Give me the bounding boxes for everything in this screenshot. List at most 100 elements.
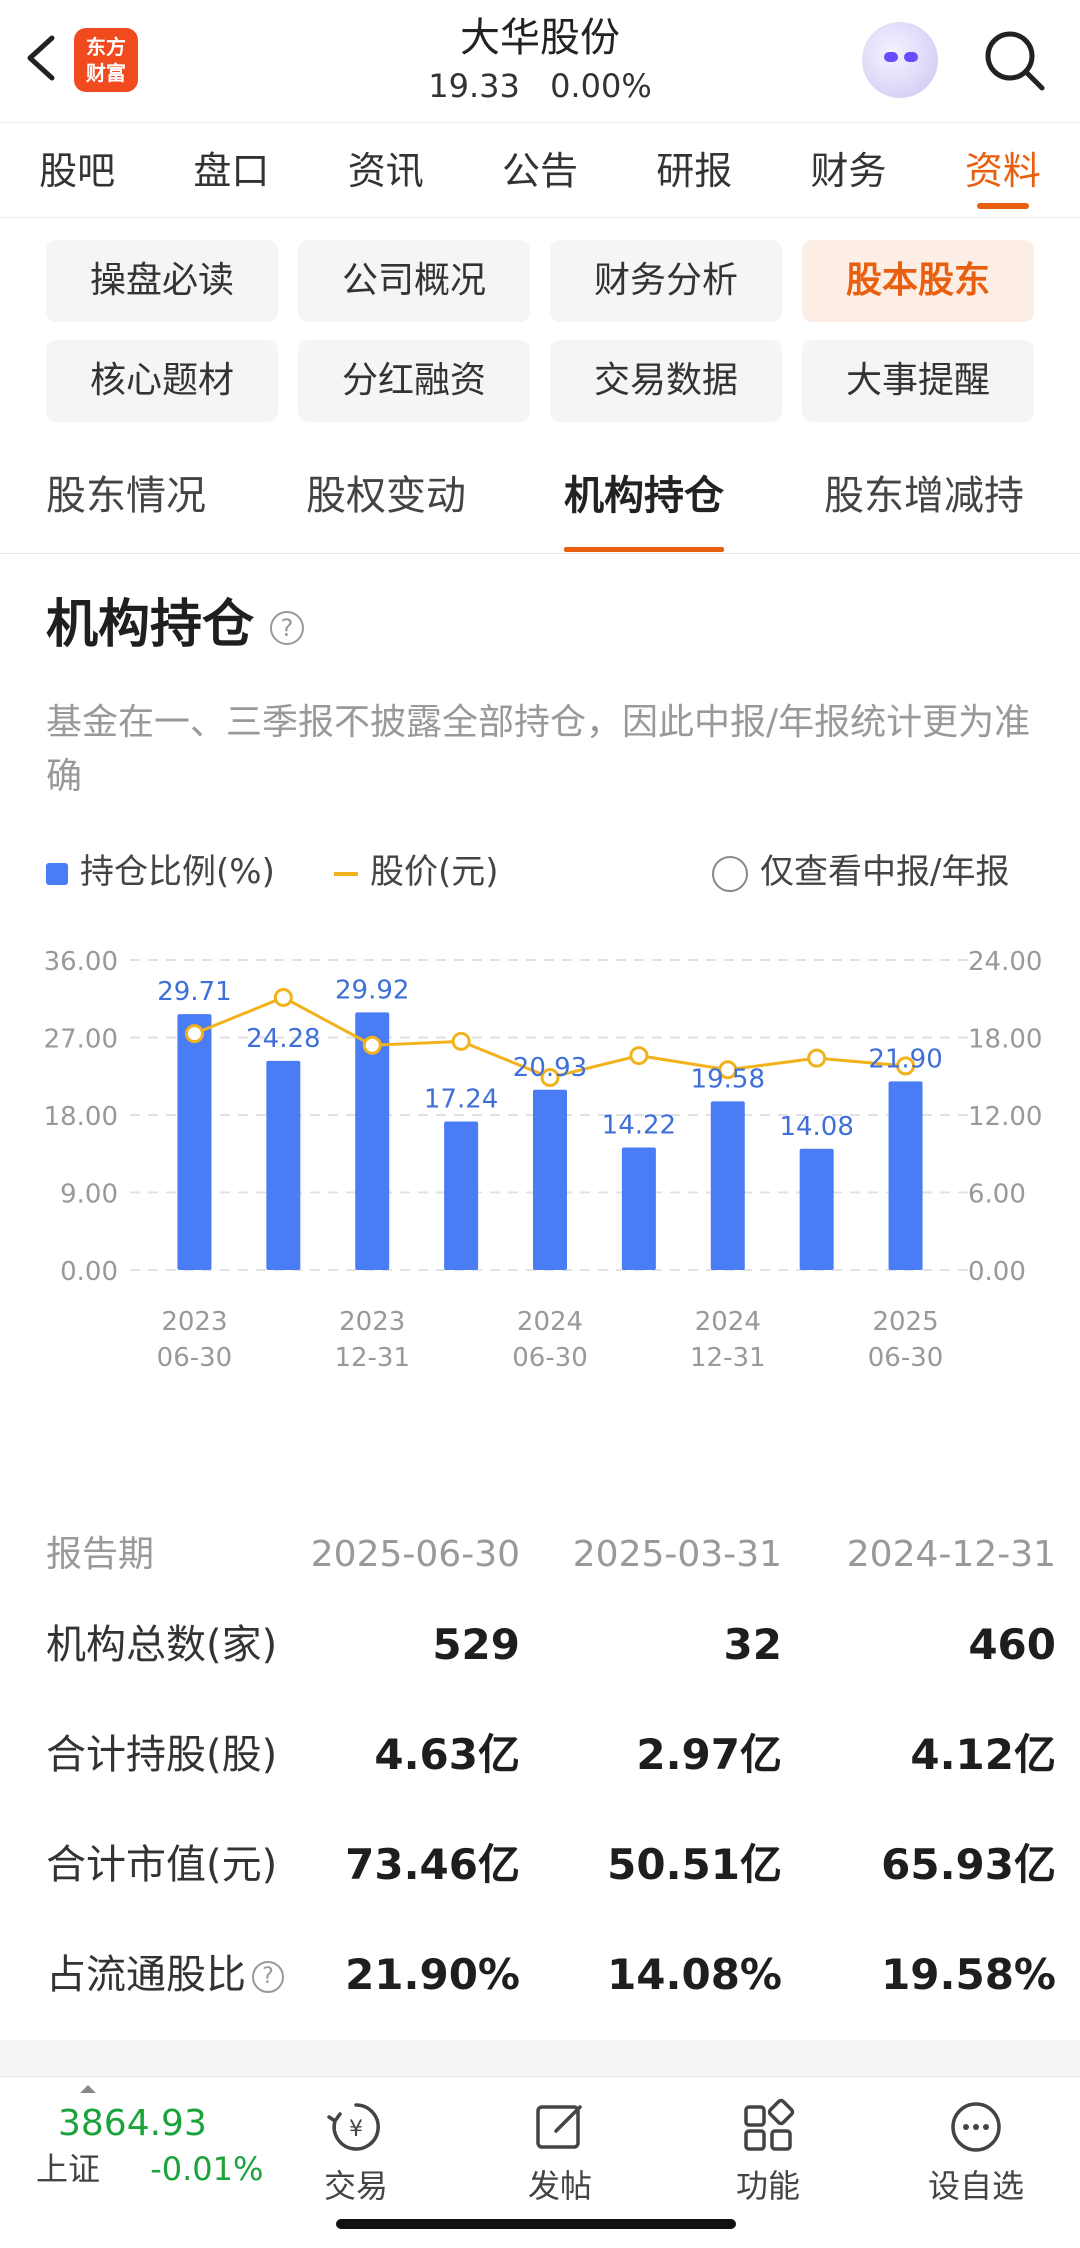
nav-functions-button[interactable]: 功能 [698,2097,838,2211]
category-button[interactable]: 操盘必读 [46,240,278,322]
svg-text:¥: ¥ [349,2117,363,2142]
legend-line[interactable]: 股价(元) [316,842,499,902]
chevron-left-icon [27,35,55,81]
main-tabs: 股吧 盘口 资讯 公告 研报 财务 资料 [0,122,1080,218]
back-button[interactable] [18,28,68,88]
tab-announcements[interactable]: 公告 [501,149,578,193]
yen-trade-icon: ¥ [327,2103,380,2151]
table-row: 合计持股(股) 4.63亿 2.97亿 4.12亿 [46,1700,1056,1810]
stock-change-pct: 0.00% [550,67,652,105]
tab-research[interactable]: 研报 [656,149,733,193]
row-label-text: 占流通股比 [46,1952,246,1998]
price-point [807,1048,827,1068]
bar-data-label: 20.93 [513,1053,587,1083]
category-button[interactable]: 交易数据 [550,340,782,422]
row-value: 65.93亿 [881,1840,1056,1889]
category-grid: 操盘必读 公司概况 财务分析 股本股东 核心题材 分红融资 交易数据 大事提醒 [46,240,1036,422]
question-icon[interactable]: ? [252,1961,284,1993]
bar-data-label: 14.22 [602,1111,676,1141]
y-right-tick-label: 6.00 [968,1180,1026,1210]
subtab-holder-changes[interactable]: 股东增减持 [824,473,1024,519]
search-icon [985,31,1045,91]
price-point [451,1031,471,1051]
bar [355,1012,390,1270]
y-left-tick-label: 18.00 [44,1102,118,1132]
price-point [184,1024,204,1044]
stock-price: 19.33 [428,67,520,105]
row-label: 合计市值(元) [46,1842,278,1888]
row-value: 4.12亿 [910,1730,1056,1779]
x-tick-label-year: 2024 [695,1307,761,1337]
price-point [273,987,293,1007]
bar-data-label: 21.90 [868,1044,942,1074]
tab-finance[interactable]: 财务 [810,149,887,193]
index-change: -0.01% [150,2150,264,2188]
caret-up-icon[interactable] [80,2085,96,2093]
category-button[interactable]: 公司概况 [298,240,530,322]
x-tick-label-year: 2024 [517,1307,583,1337]
price-point [540,1068,560,1088]
table-header-label: 报告期 [46,1534,155,1575]
bar [266,1060,301,1270]
category-button-active[interactable]: 股本股东 [802,240,1034,322]
bar-swatch-icon [46,862,68,885]
tab-news[interactable]: 资讯 [347,149,424,193]
legend-bar[interactable]: 持仓比例(%) [46,842,275,902]
question-icon[interactable]: ? [270,611,305,645]
bar [533,1089,567,1270]
bar [444,1121,479,1270]
legend-line-label: 股价(元) [370,852,499,892]
price-line: 19.33 0.00% [340,66,740,106]
subtab-shareholders[interactable]: 股东情况 [46,473,206,519]
category-button[interactable]: 财务分析 [550,240,782,322]
y-left-tick-label: 36.00 [44,947,118,977]
search-button[interactable] [980,26,1050,96]
category-button[interactable]: 核心题材 [46,340,278,422]
bar-data-label: 29.71 [157,977,231,1007]
table-row: 合计市值(元) 73.46亿 50.51亿 65.93亿 [46,1810,1056,1920]
nav-label: 功能 [735,2167,800,2205]
category-button[interactable]: 大事提醒 [802,340,1034,422]
nav-add-watchlist-button[interactable]: 设自选 [906,2097,1046,2211]
compose-icon [536,2105,582,2149]
x-tick-label-year: 2023 [339,1307,405,1337]
robot-avatar-icon[interactable] [862,22,938,98]
radio-unchecked-icon[interactable] [712,855,748,892]
robot-eye-right [904,52,918,62]
nav-label: 设自选 [927,2167,1024,2205]
bar [799,1148,834,1270]
bar-data-label: 24.28 [246,1024,320,1054]
stock-name: 大华股份 [460,15,620,61]
tab-profile[interactable]: 资料 [926,123,1080,217]
price-point [362,1035,382,1055]
nav-post-button[interactable]: 发帖 [490,2097,630,2211]
subtab-equity-changes[interactable]: 股权变动 [306,473,466,519]
table-row: 机构总数(家) 529 32 460 [46,1590,1056,1700]
nav-trade-button[interactable]: ¥ 交易 [286,2097,426,2211]
robot-eye-left [884,52,898,62]
toggle-label: 仅查看中报/年报 [760,852,1010,892]
app-logo[interactable]: 东方 财富 [74,28,138,92]
index-row: 上证 -0.01% [36,2147,286,2191]
section-divider [0,2040,1080,2076]
more-dots-icon [951,2102,1001,2152]
index-ticker[interactable]: 3864.93 上证 -0.01% [36,2101,286,2191]
row-value: 21.90% [345,1950,520,1999]
row-value: 50.51亿 [607,1840,782,1889]
y-right-tick-label: 24.00 [968,947,1042,977]
report-filter-toggle[interactable]: 仅查看中报/年报 [712,842,1009,902]
holdings-table: 报告期 2025-06-30 2025-03-31 2024-12-31 机构总… [46,1520,1056,2030]
bar [888,1081,923,1270]
tab-pankou[interactable]: 盘口 [193,149,270,193]
table-header-col: 2025-06-30 [310,1534,520,1575]
y-left-tick-label: 9.00 [60,1180,118,1210]
row-value: 529 [432,1620,520,1669]
nav-label: 交易 [323,2167,388,2205]
category-button[interactable]: 分红融资 [298,340,530,422]
home-indicator[interactable] [336,2219,736,2229]
x-tick-label-date: 12-31 [334,1343,410,1373]
grid-apps-icon [744,2098,795,2151]
subtab-institutional-holdings[interactable]: 机构持仓 [564,440,724,552]
sub-tabs: 股东情况 股权变动 机构持仓 股东增减持 [0,440,1080,554]
tab-guba[interactable]: 股吧 [39,149,116,193]
